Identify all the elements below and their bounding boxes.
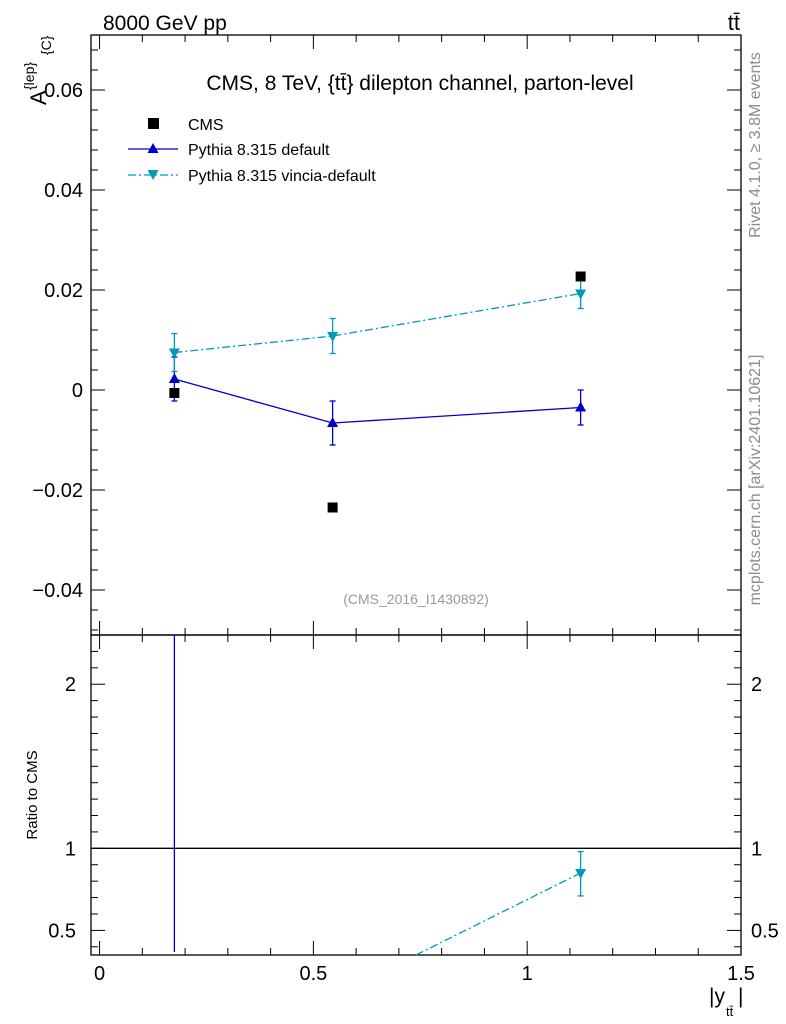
y-tick-label: −0.02 — [32, 480, 83, 502]
ratio-y-tick-label-right: 0.5 — [751, 920, 779, 942]
pythia-default-point — [575, 401, 587, 412]
y-tick-label: 0.04 — [44, 180, 83, 202]
x-label-end: | — [738, 985, 743, 1008]
y-tick-label: 0.02 — [44, 280, 83, 302]
main-plot-title: CMS, 8 TeV, {tt̄} dilepton channel, part… — [206, 72, 633, 95]
main-plot-data — [168, 271, 587, 513]
pythia-default-point — [327, 417, 339, 427]
ratio-panel-frame — [90, 634, 742, 956]
x-label-subscript: tt̄ — [726, 1004, 734, 1019]
ratio-y-tick-label: 2 — [65, 674, 76, 696]
ratio-y-axis-label: Ratio to CMS — [24, 750, 41, 839]
y-label-superscript: {lep} — [21, 62, 37, 90]
ratio-plot-data — [91, 635, 741, 956]
legend: CMS Pythia 8.315 default Pythia 8.315 vi… — [128, 117, 376, 185]
process-label: tt̄ — [728, 10, 740, 35]
energy-label: 8000 GeV pp — [103, 12, 227, 35]
ratio-y-tick-label: 1 — [65, 838, 76, 860]
ratio-axis-ticks: 0.5 0.5 1 1 2 2 0 0.5 1 1.5 — [48, 635, 779, 985]
x-tick-label: 1.5 — [727, 963, 755, 985]
x-tick-label: 0.5 — [299, 963, 327, 985]
cms-data-point — [327, 502, 338, 513]
ratio-y-tick-label: 0.5 — [48, 920, 76, 942]
pythia-default-point — [168, 373, 180, 383]
y-label-subscript: {C} — [38, 35, 54, 55]
x-axis-label: |y tt̄ | — [709, 985, 743, 1019]
pythia-vincia-point — [327, 332, 339, 342]
pythia-vincia-point — [575, 289, 587, 300]
legend-label-pythia-default: Pythia 8.315 default — [188, 142, 330, 159]
y-tick-label: 0.06 — [44, 80, 83, 102]
ratio-pythia-vincia-point — [575, 868, 587, 879]
x-tick-label: 1 — [522, 963, 533, 985]
rivet-version-text: Rivet 4.1.0, ≥ 3.8M events — [747, 52, 764, 238]
x-tick-label: 0 — [94, 963, 105, 985]
ratio-y-tick-label-right: 2 — [751, 674, 762, 696]
x-label-main: |y — [709, 985, 725, 1008]
mcplots-reference-text: mcplots.cern.ch [arXiv:2401.10621] — [747, 355, 764, 606]
legend-marker-cms — [148, 118, 159, 129]
main-axis-ticks: −0.04 −0.02 0 0.02 0.04 0.06 — [32, 35, 742, 635]
cms-data-point — [169, 388, 180, 398]
cms-data-point — [575, 271, 586, 282]
y-tick-label: 0 — [72, 380, 83, 402]
main-y-axis-label: A {lep} {C} — [21, 35, 54, 105]
legend-marker-pythia-vincia — [147, 170, 159, 180]
ratio-pythia-vincia-line — [415, 872, 581, 956]
legend-marker-pythia-default — [147, 143, 159, 153]
analysis-watermark: (CMS_2016_I1430892) — [343, 591, 489, 607]
legend-label-cms: CMS — [188, 117, 224, 134]
legend-label-pythia-vincia: Pythia 8.315 vincia-default — [188, 168, 376, 185]
pythia-default-line — [174, 378, 581, 424]
y-tick-label: −0.04 — [32, 580, 83, 602]
ratio-y-tick-label-right: 1 — [751, 838, 762, 860]
y-label-main: A — [26, 90, 51, 105]
pythia-vincia-line — [174, 292, 581, 354]
pythia-vincia-point — [168, 348, 180, 359]
